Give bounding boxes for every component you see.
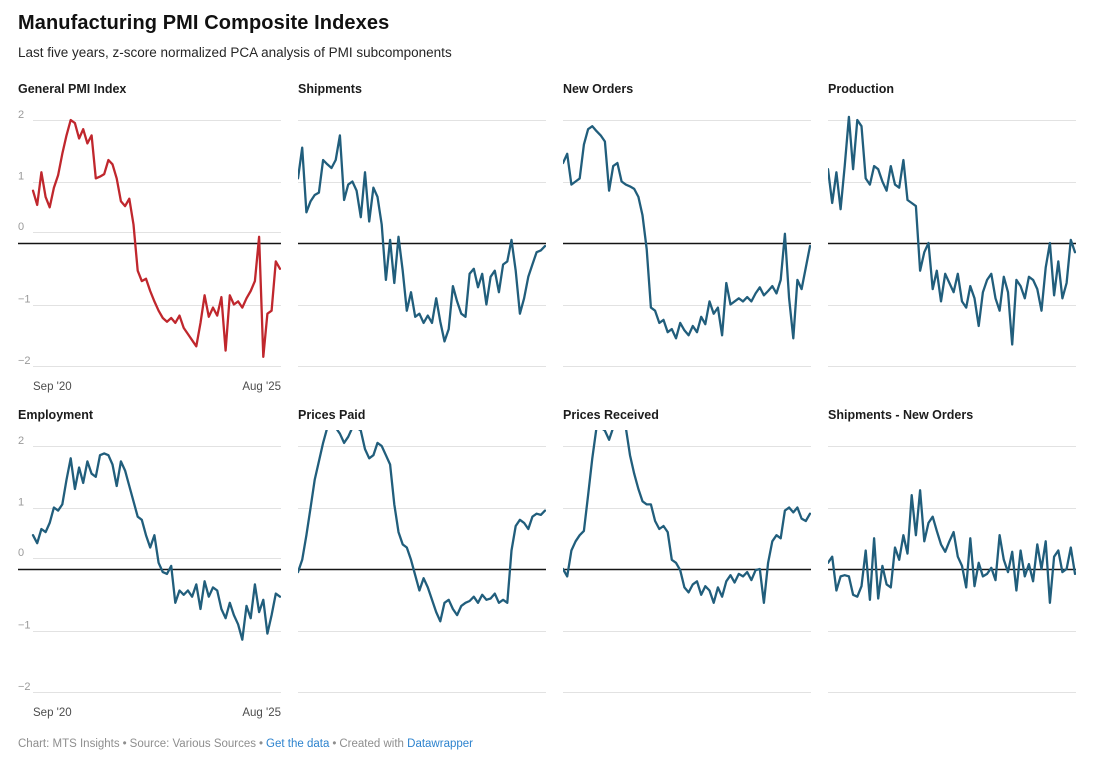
x-axis-labels [828,701,1076,719]
panel-title: General PMI Index [18,82,127,96]
panel-chart [828,115,1076,367]
y-tick-label: 1 [18,496,24,508]
data-line [298,429,546,622]
x-start-label: Sep '20 [33,706,72,719]
data-line [563,124,811,340]
footer-separator: • [122,737,127,750]
y-tick-label: 2 [18,435,24,447]
x-end-label: Aug '25 [242,706,281,719]
x-axis-labels: Sep '20 Aug '25 [18,375,281,393]
datawrapper-link[interactable]: Datawrapper [407,737,473,750]
panel-shipments: Shipments [298,82,546,393]
y-tick-label: −1 [18,619,31,631]
y-tick-label: 2 [18,109,24,121]
data-line [298,133,546,343]
page-subtitle: Last five years, z-score normalized PCA … [18,45,452,60]
panel-title: Shipments [298,82,362,96]
panel-chart [828,445,1076,693]
panel-title: New Orders [563,82,634,96]
y-tick-label: 1 [18,170,24,182]
x-axis-labels [563,701,811,719]
y-tick-label: −2 [18,355,31,367]
x-axis-labels [563,375,811,393]
x-axis-labels [828,375,1076,393]
panel-chart: 2 1 0 −1 −2 [18,435,281,693]
x-axis-labels [298,375,546,393]
panel-chart [563,119,811,367]
x-axis-labels: Sep '20 Aug '25 [18,701,281,719]
panel-prices-received: Prices Received [563,407,811,719]
panel-title: Employment [18,407,94,422]
panel-chart [298,429,546,693]
panel-prices-paid: Prices Paid [298,407,546,719]
footer-source: Source: Various Sources [129,737,257,750]
panel-title: Prices Paid [298,407,366,422]
small-multiples-grid: General PMI Index 2 1 0 −1 −2 Sep '20 Aug '25 Sh… [18,82,1078,719]
panel-title: Production [828,82,894,96]
x-axis-labels [298,701,546,719]
x-end-label: Aug '25 [242,380,281,393]
panel-general-pmi-index: General PMI Index 2 1 0 −1 −2 Sep '20 Aug '25 [18,82,281,393]
y-tick-label: −1 [18,293,31,305]
get-the-data-link[interactable]: Get the data [266,737,330,750]
panel-chart: 2 1 0 −1 −2 [18,109,281,367]
data-line [828,115,1076,346]
data-line [31,118,281,358]
footer-separator: • [259,737,264,750]
y-tick-label: −2 [18,681,31,693]
y-tick-label: 0 [18,547,24,559]
footer-credits: Chart: MTS Insights • Source: Various Sour… [18,738,1078,750]
x-start-label: Sep '20 [33,380,72,393]
panel-chart [298,119,546,367]
footer-separator: • [332,737,337,750]
panel-employment: Employment 2 1 0 −1 −2 Sep '20 Aug '25 [18,407,281,719]
panel-shipments-new-orders: Shipments - New Orders [828,407,1076,719]
panel-new-orders: New Orders [563,82,811,393]
footer-created-with: Created with [339,737,404,750]
footer-chart-credit: Chart: MTS Insights [18,737,120,750]
data-line [31,451,281,641]
panel-production: Production [828,82,1076,393]
data-line [563,429,811,604]
panel-title: Prices Received [563,407,659,422]
panel-chart [563,429,811,693]
data-line [828,488,1076,604]
y-tick-label: 0 [18,221,24,233]
page-title: Manufacturing PMI Composite Indexes [18,12,390,34]
panel-title: Shipments - New Orders [828,407,974,422]
